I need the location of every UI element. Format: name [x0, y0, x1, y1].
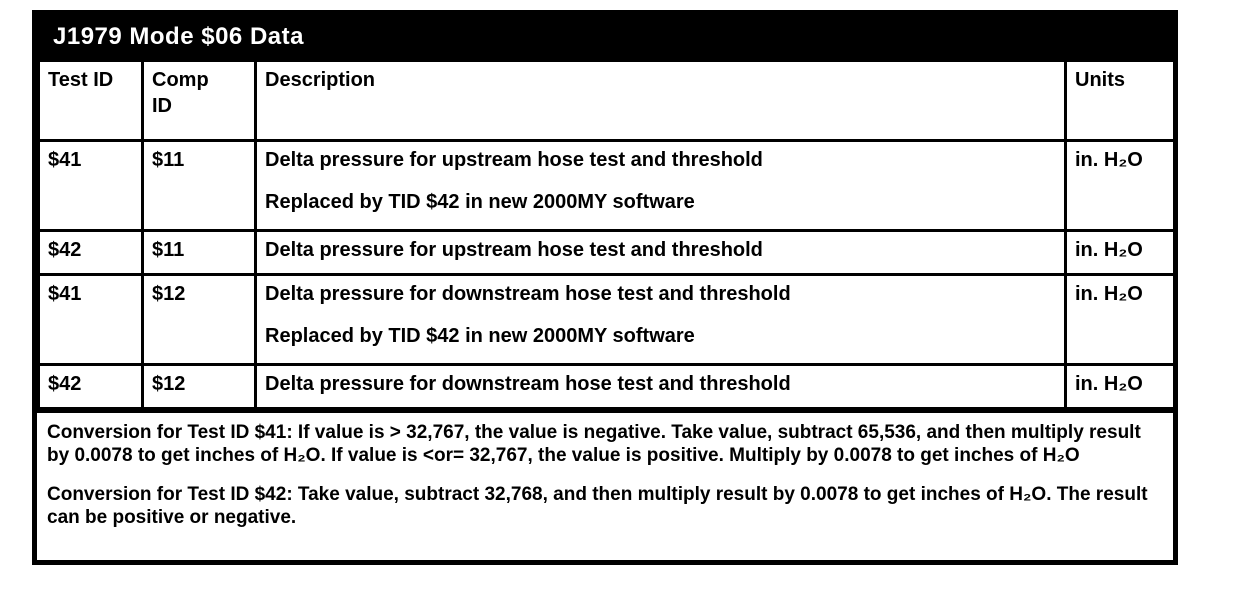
description-note: Replaced by TID $42 in new 2000MY softwa… [265, 325, 695, 347]
conversion-note-test-41: Conversion for Test ID $41: If value is … [47, 422, 1141, 466]
description-text: Delta pressure for downstream hose test … [265, 283, 791, 305]
description-text: Delta pressure for upstream hose test an… [265, 149, 763, 171]
j1979-mode-06-table: J1979 Mode $06 Data Test ID Comp ID [32, 10, 1178, 565]
table-row: $41 $11 Delta pressure for upstream hose… [37, 139, 1176, 232]
description-text: Delta pressure for downstream hose test … [265, 373, 791, 395]
column-header-test-id: Test ID [37, 59, 144, 142]
table-body: $41 $11 Delta pressure for upstream hose… [37, 139, 1176, 410]
cell-test-id: $41 [37, 273, 144, 366]
table-row: $41 $12 Delta pressure for downstream ho… [37, 273, 1176, 366]
column-header-units: Units [1064, 59, 1176, 142]
cell-comp-id: $12 [141, 363, 257, 410]
cell-test-id: $41 [37, 139, 144, 232]
column-header-comp-id: Comp ID [141, 59, 257, 142]
cell-test-id: $42 [37, 363, 144, 410]
cell-description: Delta pressure for downstream hose test … [254, 363, 1067, 410]
conversion-note-test-42: Conversion for Test ID $42: Take value, … [47, 484, 1148, 528]
cell-comp-id: $11 [141, 139, 257, 232]
table-title: J1979 Mode $06 Data [53, 23, 304, 50]
table-row: $42 $12 Delta pressure for downstream ho… [37, 363, 1176, 410]
cell-units: in. H₂O [1064, 363, 1176, 410]
cell-description: Delta pressure for upstream hose test an… [254, 139, 1067, 232]
header-row: Test ID Comp ID Description Units [37, 59, 1176, 142]
data-grid: Test ID Comp ID Description Units $41 $1… [37, 59, 1176, 410]
table-title-bar: J1979 Mode $06 Data [37, 15, 1173, 59]
description-note: Replaced by TID $42 in new 2000MY softwa… [265, 191, 695, 213]
cell-description: Delta pressure for upstream hose test an… [254, 229, 1067, 276]
cell-units: in. H₂O [1064, 229, 1176, 276]
cell-units: in. H₂O [1064, 139, 1176, 232]
cell-test-id: $42 [37, 229, 144, 276]
cell-comp-id: $12 [141, 273, 257, 366]
table-row: $42 $11 Delta pressure for upstream hose… [37, 229, 1176, 276]
cell-description: Delta pressure for downstream hose test … [254, 273, 1067, 366]
conversion-notes: Conversion for Test ID $41: If value is … [37, 410, 1173, 560]
cell-units: in. H₂O [1064, 273, 1176, 366]
cell-comp-id: $11 [141, 229, 257, 276]
description-text: Delta pressure for upstream hose test an… [265, 239, 763, 261]
column-header-description: Description [254, 59, 1067, 142]
